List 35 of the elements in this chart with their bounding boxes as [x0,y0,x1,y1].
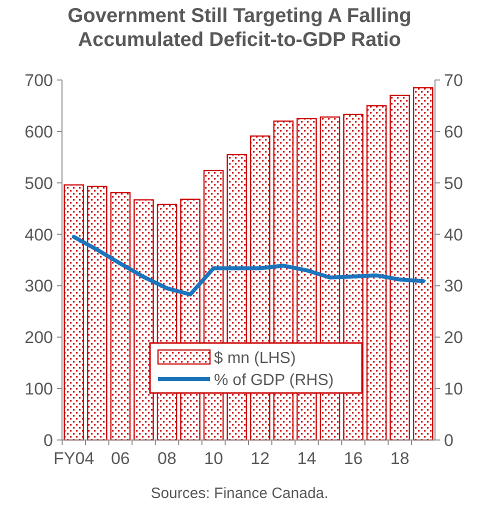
bar [366,105,387,441]
source-note: Sources: Finance Canada. [150,485,328,502]
x-tick-label: 10 [204,449,224,468]
bar [390,94,410,441]
y2-tick-label: 10 [444,380,463,399]
bar [110,192,131,441]
y-tick-label: 300 [24,276,53,296]
line-series [72,234,426,296]
bar [64,184,84,441]
y2-tick-label: 40 [444,225,463,244]
y-tick-label: 200 [24,328,53,348]
x-tick-label: 12 [250,449,270,468]
legend-label: % of GDP (RHS) [214,372,334,389]
y-tick-label: 600 [24,122,53,142]
x-tick-label: 06 [110,449,130,468]
x-tick-label: 08 [158,449,176,468]
y-tick-label: 0 [44,431,53,450]
y2-tick-label: 50 [444,174,463,193]
x-tick-label: 16 [344,449,363,468]
y2-tick-label: 0 [444,431,454,450]
x-tick-label: FY04 [54,449,94,468]
y2-tick-label: 60 [444,122,463,142]
y-tick-label: 700 [24,71,53,90]
chart-title: Government Still Targeting A Falling Accumulated Deficit-to-GDP Ratio [68,5,412,51]
legend-label: $ mn (LHS) [214,350,296,367]
bar [87,186,108,441]
x-tick-label: 18 [390,449,410,468]
bar [412,87,434,441]
y-tick-label: 400 [24,225,53,244]
y2-tick-label: 30 [444,276,463,296]
y-tick-label: 500 [24,174,53,193]
y-tick-label: 100 [24,380,53,399]
y2-tick-label: 70 [444,71,463,90]
x-tick-label: 14 [297,449,316,468]
y2-tick-label: 20 [444,328,463,348]
